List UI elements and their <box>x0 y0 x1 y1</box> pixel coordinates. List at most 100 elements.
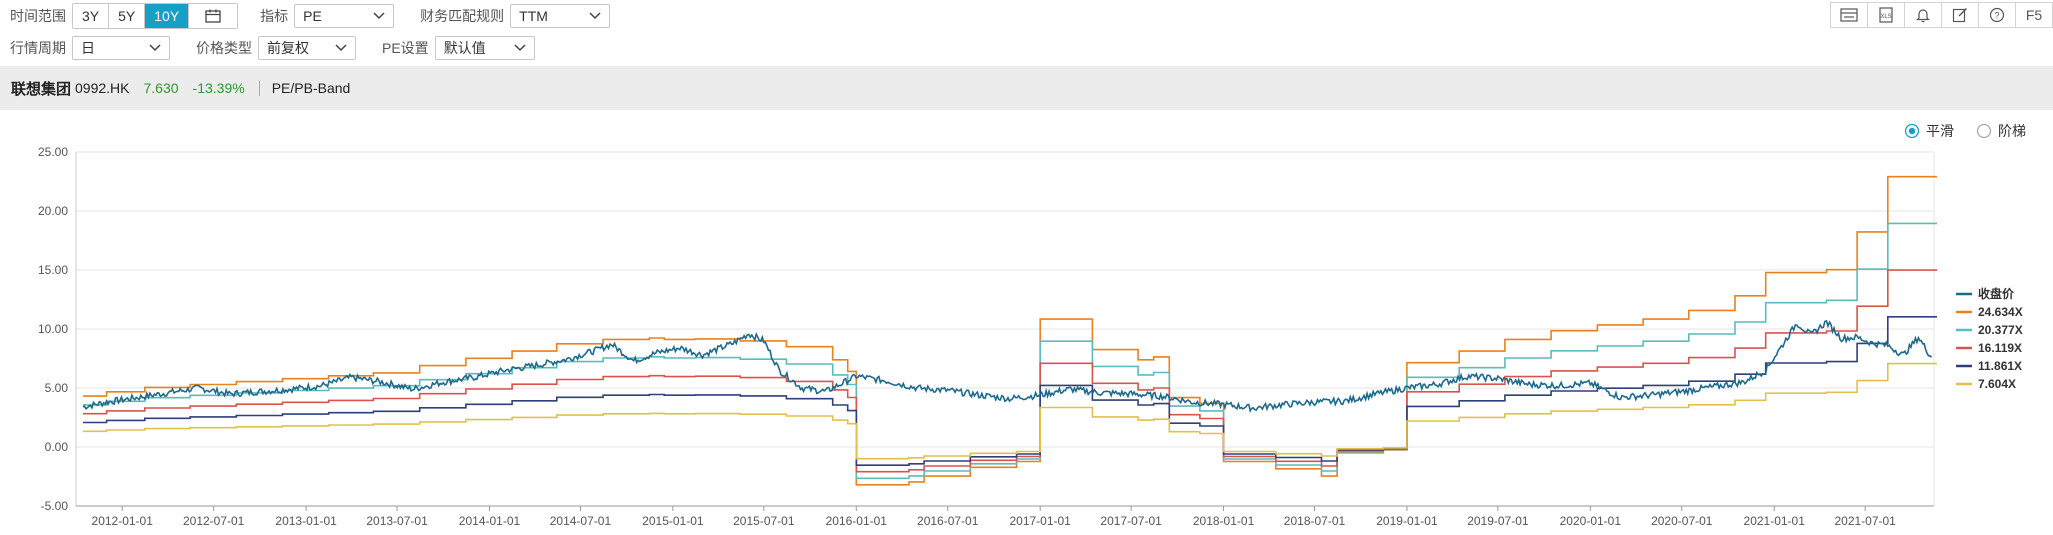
x-tick-label: 2015-01-01 <box>642 514 704 528</box>
tool-name: PE/PB-Band <box>271 80 351 96</box>
mode-toggle: 平滑 阶梯 <box>1904 123 2027 139</box>
step-radio[interactable]: 阶梯 <box>1976 123 2027 139</box>
y-tick-label: 15.00 <box>38 263 68 277</box>
x-tick-label: 2012-07-01 <box>183 514 245 528</box>
step-label: 阶梯 <box>1998 123 2026 139</box>
x-tick-label: 2017-01-01 <box>1009 514 1071 528</box>
edit-icon[interactable] <box>1941 2 1979 28</box>
x-tick-label: 2021-01-01 <box>1744 514 1806 528</box>
time-range-label: 时间范围 <box>10 8 66 24</box>
legend-label: 24.634X <box>1978 305 2023 319</box>
svg-text:XLS: XLS <box>1880 14 1891 20</box>
band-line-b2 <box>83 222 1937 480</box>
range-10y-button[interactable]: 10Y <box>145 4 190 28</box>
legend-item[interactable]: 11.861X <box>1956 359 2022 373</box>
band-line-b1 <box>83 175 1937 486</box>
x-tick-label: 2018-07-01 <box>1284 514 1346 528</box>
band-line-b3 <box>83 269 1937 473</box>
x-tick-label: 2014-01-01 <box>459 514 521 528</box>
toolbar-row-2: 行情周期 日 价格类型 前复权 PE设置 默认值 <box>0 32 2053 64</box>
close-price-line <box>82 319 1933 414</box>
price-type-label: 价格类型 <box>196 40 252 56</box>
x-tick-label: 2015-07-01 <box>733 514 795 528</box>
legend-item[interactable]: 24.634X <box>1956 305 2023 319</box>
legend-label: 7.604X <box>1978 377 2016 391</box>
chevron-down-icon <box>335 44 347 52</box>
smooth-radio[interactable]: 平滑 <box>1904 123 1955 139</box>
legend-label: 16.119X <box>1978 341 2022 355</box>
layout-icon[interactable] <box>1830 2 1868 28</box>
indicator-select[interactable]: PE <box>294 4 395 28</box>
x-axis: 2012-01-01 2012-07-01 2013-01-01 2013-07-01… <box>92 506 1896 528</box>
y-axis: 25.00 20.00 15.00 10.00 5.00 0.00 -5.00 <box>38 145 1935 513</box>
legend-item[interactable]: 收盘价 <box>1956 286 2015 301</box>
toolbar-row-1: 时间范围 3Y 5Y 10Y 指标 PE 财务匹配规则 TTM XLS ? F5 <box>0 0 2053 32</box>
x-tick-label: 2012-01-01 <box>92 514 154 528</box>
period-select[interactable]: 日 <box>72 36 170 60</box>
stock-code: 0992.HK <box>75 80 130 96</box>
y-tick-label: 25.00 <box>38 145 68 159</box>
y-tick-label: -5.00 <box>41 499 69 513</box>
stock-name: 联想集团 <box>11 80 72 98</box>
x-tick-label: 2020-07-01 <box>1651 514 1713 528</box>
fin-rule-select[interactable]: TTM <box>510 4 611 28</box>
help-icon[interactable]: ? <box>1978 2 2016 28</box>
x-tick-label: 2020-01-01 <box>1560 514 1622 528</box>
band-line-b4 <box>83 316 1937 466</box>
x-tick-label: 2018-01-01 <box>1193 514 1255 528</box>
price-type-value: 前复权 <box>267 40 309 56</box>
x-tick-label: 2016-07-01 <box>917 514 979 528</box>
period-label: 行情周期 <box>10 40 66 56</box>
chevron-down-icon <box>373 12 385 20</box>
y-tick-label: 20.00 <box>38 204 68 218</box>
excel-icon[interactable]: XLS <box>1867 2 1905 28</box>
chevron-down-icon <box>589 12 601 20</box>
toolbar-icons: XLS ? F5 <box>1830 2 2053 28</box>
close-price-path <box>82 319 1933 414</box>
time-range-selector: 3Y 5Y 10Y <box>72 3 239 29</box>
band-line-b5 <box>83 362 1937 460</box>
legend-label: 20.377X <box>1978 323 2023 337</box>
pe-band-chart: 平滑 阶梯 25.0020.0015.0010.005.000.00-5.00 … <box>38 123 2027 528</box>
divider <box>258 80 260 96</box>
chart-area: 平滑 阶梯 25.00 20.00 15.00 10.00 5.00 0.00 -5.00 … <box>8 110 2053 532</box>
range-5y-button[interactable]: 5Y <box>109 4 146 28</box>
legend-label: 11.861X <box>1978 359 2022 373</box>
smooth-label: 平滑 <box>1926 123 1954 139</box>
legend-item[interactable]: 20.377X <box>1956 323 2023 337</box>
calendar-icon[interactable] <box>189 4 238 28</box>
period-value: 日 <box>81 40 95 56</box>
stock-price: 7.630 <box>143 80 179 96</box>
y-tick-label: 5.00 <box>45 381 69 395</box>
legend: 收盘价 24.634X 20.377X 16.119X 11.861X 7.604X <box>1956 286 2023 391</box>
indicator-value: PE <box>303 8 322 24</box>
svg-text:?: ? <box>1994 11 1999 21</box>
indicator-label: 指标 <box>260 8 289 24</box>
chevron-down-icon <box>149 44 161 52</box>
range-3y-button[interactable]: 3Y <box>73 4 110 28</box>
x-tick-label: 2019-07-01 <box>1467 514 1529 528</box>
refresh-f5-button[interactable]: F5 <box>2015 2 2053 28</box>
pe-setting-label: PE设置 <box>382 40 429 56</box>
fin-rule-label: 财务匹配规则 <box>420 8 505 24</box>
x-tick-label: 2014-07-01 <box>550 514 612 528</box>
price-type-select[interactable]: 前复权 <box>258 36 356 60</box>
x-tick-label: 2016-01-01 <box>826 514 888 528</box>
x-tick-label: 2019-01-01 <box>1376 514 1438 528</box>
legend-item[interactable]: 16.119X <box>1956 341 2022 355</box>
band-lines <box>83 175 1937 486</box>
x-tick-label: 2013-07-01 <box>366 514 428 528</box>
x-tick-label: 2021-07-01 <box>1834 514 1896 528</box>
chevron-down-icon <box>514 44 526 52</box>
pe-setting-value: 默认值 <box>443 40 486 56</box>
stock-change: -13.39% <box>192 80 245 96</box>
y-tick-label: 10.00 <box>38 322 68 336</box>
bell-icon[interactable] <box>1904 2 1942 28</box>
y-tick-label: 0.00 <box>45 440 69 454</box>
pe-setting-select[interactable]: 默认值 <box>434 36 535 60</box>
legend-label: 收盘价 <box>1978 286 2015 301</box>
x-tick-label: 2017-07-01 <box>1100 514 1162 528</box>
fin-rule-value: TTM <box>519 8 548 24</box>
legend-item[interactable]: 7.604X <box>1956 377 2016 391</box>
x-tick-label: 2013-01-01 <box>275 514 337 528</box>
